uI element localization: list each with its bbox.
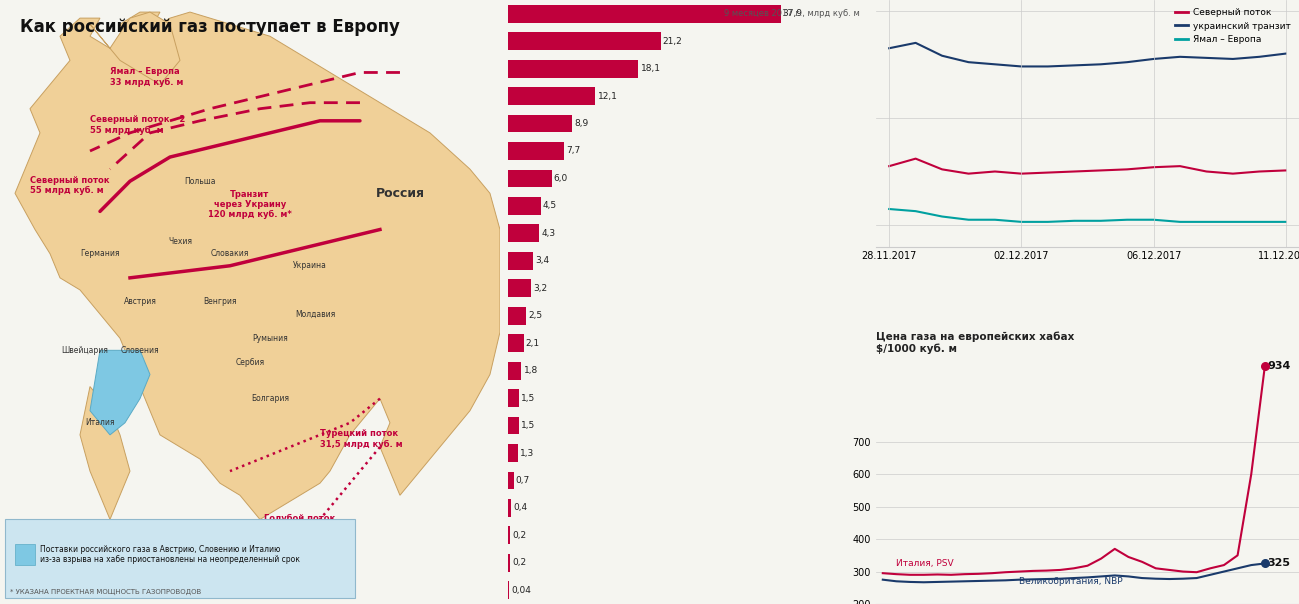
Text: 0,2: 0,2	[512, 531, 526, 540]
Polygon shape	[90, 350, 149, 435]
Text: 21,2: 21,2	[662, 37, 682, 46]
Bar	[508, 32, 661, 50]
Bar	[508, 5, 781, 23]
Text: 7,7: 7,7	[566, 147, 581, 155]
Text: Украина: Украина	[294, 262, 327, 270]
Text: Италия, PSV: Италия, PSV	[896, 559, 953, 568]
Text: Великобритания, NBP: Великобритания, NBP	[1020, 577, 1122, 586]
Text: Словакия: Словакия	[210, 249, 249, 258]
Bar	[508, 417, 520, 434]
Bar	[508, 115, 573, 132]
Text: Венгрия: Венгрия	[203, 298, 236, 306]
Polygon shape	[16, 12, 500, 519]
Text: 0,04: 0,04	[511, 586, 531, 595]
Text: 325: 325	[1268, 559, 1291, 568]
Bar	[508, 280, 531, 297]
Bar	[508, 170, 552, 187]
Text: 12,1: 12,1	[598, 92, 617, 101]
Text: 934: 934	[1268, 361, 1291, 371]
Text: Россия: Россия	[375, 187, 425, 200]
Bar	[508, 142, 564, 160]
Point	[1255, 361, 1276, 371]
Text: 8,9: 8,9	[574, 119, 588, 128]
Text: Польша: Польша	[184, 177, 216, 185]
Text: Голубой поток
15,5 млрд куб. м: Голубой поток 15,5 млрд куб. м	[259, 514, 342, 533]
Bar	[16, 544, 35, 565]
Bar	[508, 389, 520, 407]
Bar	[508, 554, 511, 572]
Bar	[508, 60, 638, 77]
Legend: Северный поток, украинский транзит, Ямал – Европа: Северный поток, украинский транзит, Ямал…	[1172, 4, 1295, 48]
Text: Италия: Италия	[86, 419, 114, 427]
Text: 1,5: 1,5	[521, 394, 535, 403]
Text: Молдавия: Молдавия	[295, 310, 335, 318]
Text: Поставки российского газа в Австрию, Словению и Италию
из-за взрыва на хабе прио: Поставки российского газа в Австрию, Сло…	[40, 545, 300, 564]
Text: * УКАЗАНА ПРОЕКТНАЯ МОЩНОСТЬ ГАЗОПРОВОДОВ: * УКАЗАНА ПРОЕКТНАЯ МОЩНОСТЬ ГАЗОПРОВОДО…	[10, 589, 201, 595]
Text: Как российский газ поступает в Европу: Как российский газ поступает в Европу	[19, 18, 400, 36]
Bar	[508, 499, 512, 517]
Text: Ямал – Европа
33 млрд куб. м: Ямал – Европа 33 млрд куб. м	[110, 67, 183, 86]
Text: 0,4: 0,4	[513, 503, 527, 512]
Text: 18,1: 18,1	[640, 64, 661, 73]
Text: 9 месяцев 2017 г., млрд куб. м: 9 месяцев 2017 г., млрд куб. м	[725, 9, 860, 18]
Text: 2,5: 2,5	[529, 311, 543, 320]
Text: Чехия: Чехия	[168, 237, 192, 246]
Text: 6,0: 6,0	[553, 174, 568, 183]
Text: Австрия: Австрия	[123, 298, 156, 306]
Text: 3,4: 3,4	[535, 256, 549, 265]
Text: Словения: Словения	[121, 346, 160, 355]
Bar	[508, 225, 539, 242]
Text: Германия: Германия	[81, 249, 120, 258]
Text: Северный поток
55 млрд куб. м: Северный поток 55 млрд куб. м	[30, 176, 109, 195]
Bar	[508, 527, 511, 544]
Text: 3,2: 3,2	[534, 284, 548, 293]
Bar	[508, 307, 526, 325]
Polygon shape	[90, 12, 181, 85]
Bar	[508, 362, 521, 379]
Point	[1255, 559, 1276, 568]
Bar	[508, 444, 518, 462]
Text: Цена газа на европейских хабах
$/1000 куб. м: Цена газа на европейских хабах $/1000 ку…	[876, 331, 1074, 354]
Text: 2,1: 2,1	[526, 339, 540, 348]
Text: 0,7: 0,7	[516, 476, 530, 485]
Text: Швейцария: Швейцария	[61, 346, 108, 355]
Bar	[508, 472, 513, 489]
Text: Северный поток – 2
55 млрд куб. м: Северный поток – 2 55 млрд куб. м	[90, 115, 186, 135]
Text: Турецкий поток
31,5 млрд куб. м: Турецкий поток 31,5 млрд куб. м	[320, 429, 403, 449]
Bar	[508, 87, 595, 105]
Polygon shape	[81, 387, 130, 519]
Text: Болгария: Болгария	[251, 394, 288, 403]
Text: Транзит
через Украину
120 млрд куб. м*: Транзит через Украину 120 млрд куб. м*	[208, 190, 292, 219]
Text: 1,5: 1,5	[521, 421, 535, 430]
Text: 4,3: 4,3	[542, 229, 556, 238]
Text: 37,9: 37,9	[783, 9, 803, 18]
FancyBboxPatch shape	[5, 519, 355, 598]
Bar	[508, 197, 540, 215]
Text: 0,2: 0,2	[512, 558, 526, 567]
Text: 1,3: 1,3	[520, 449, 534, 457]
Bar	[508, 252, 533, 270]
Text: 1,8: 1,8	[523, 366, 538, 375]
Text: Румыния: Румыния	[252, 334, 288, 342]
Bar	[508, 334, 523, 352]
Text: Сербия: Сербия	[235, 358, 265, 367]
Text: 4,5: 4,5	[543, 201, 557, 210]
